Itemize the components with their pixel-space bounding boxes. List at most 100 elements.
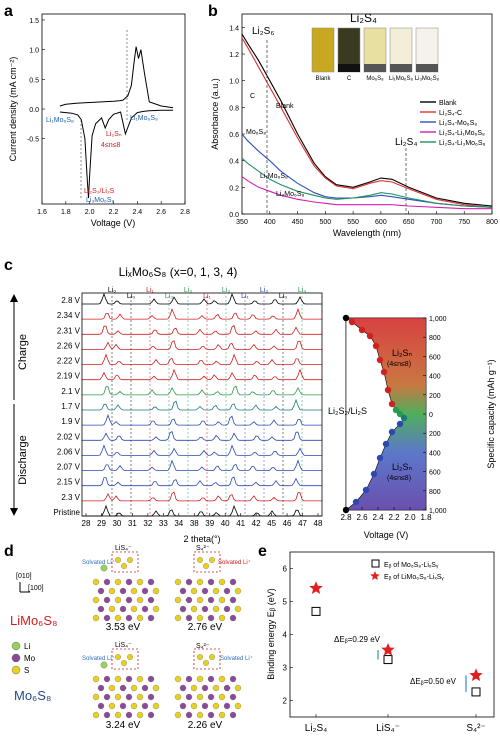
d-atom [92, 596, 100, 604]
panel-d-bot-right-label: S₄²⁻ [196, 643, 210, 650]
c-voltage-label: 2.06 V [57, 447, 81, 456]
d-atom [141, 587, 149, 595]
d-atom [196, 614, 204, 622]
panel-a-xticks: 1.6 1.8 2.0 2.2 2.4 2.6 2.8 [37, 201, 190, 216]
c-xtick-label: 31 [128, 519, 137, 528]
panel-d-letter: d [4, 543, 14, 560]
panel-e-yticks: 2 3 4 5 6 [283, 565, 293, 706]
panel-c-right-top-label: Li₂Sₙ [392, 348, 413, 358]
d-atom [207, 675, 215, 683]
d-highlight-box [111, 551, 139, 573]
d-atom [103, 614, 111, 622]
e-star-mark [381, 643, 395, 656]
d-atom [130, 587, 138, 595]
panel-b-inline-li3: Li₃Mo₆S₈ [276, 191, 305, 198]
panel-a-label-li2s2: Li₂S₂/Li₂S [84, 188, 115, 195]
c-xtick-label: 32 [143, 519, 152, 528]
a-xtick-label: 2.0 [85, 209, 95, 216]
c-cap-dot [400, 414, 408, 422]
d-atom [190, 587, 198, 595]
c-xrd-pattern [82, 307, 322, 320]
d-atom [125, 596, 133, 604]
d-atom [190, 605, 198, 613]
panel-a-yticks: -0.5 0.0 0.5 1.0 1.5 [27, 18, 45, 144]
b-ytick-label: 0.4 [229, 159, 239, 166]
d-highlight-box [193, 648, 221, 670]
b-vial-label: Mo₆S₈ [366, 76, 384, 82]
d-atom [218, 675, 226, 683]
d-atom [108, 684, 116, 692]
d-atom [119, 605, 127, 613]
a-xtick-label: 1.6 [37, 209, 47, 216]
d-adsorbate-atom [209, 557, 215, 563]
c-voltage-label: 2.19 V [57, 372, 81, 381]
b-ytick-label: 0.8 [229, 105, 239, 112]
b-xtick-label: 550 [347, 219, 359, 226]
c-voltage-label: 2.3 V [61, 493, 80, 502]
c-cap-dot [396, 420, 404, 428]
b-series-line [241, 33, 493, 207]
panel-d-energy-4: 2.26 eV [188, 720, 223, 731]
panel-b-letter: b [208, 3, 218, 20]
c-right-ytick-label: 800 [429, 335, 441, 342]
e-legend-star [370, 571, 380, 580]
b-legend-label: Li₂S₄-C [439, 110, 462, 117]
d-atom [196, 578, 204, 586]
panel-a-label-li1-left: Li₁Mo₆S₈ [46, 117, 74, 124]
a-xtick-label: 2.2 [109, 209, 119, 216]
panel-b-legend: Blank Li₂S₄-C Li₂S₄-Mo₆S₈ Li₂S₄-Li₁Mo₆S₈ Li₂… [420, 100, 486, 147]
c-cap-dot [348, 318, 356, 326]
d-atom [229, 711, 237, 719]
d-atom [92, 675, 100, 683]
panel-a-ylabel: Current density (mA cm⁻²) [8, 57, 18, 162]
d-legend-dot [11, 665, 21, 675]
c-right-ytick-label: 800 [429, 489, 441, 496]
panel-d-top-left-label: LiS₄⁻ [115, 545, 132, 552]
c-xrd-pattern [82, 504, 322, 517]
d-atom [147, 596, 155, 604]
e-xtick-label: Li₂S₄ [305, 723, 327, 734]
a-ytick-label: -0.5 [27, 137, 39, 144]
b-vial-sediment [338, 64, 360, 72]
c-xrd-pattern [82, 413, 322, 426]
b-ytick-label: 1.0 [229, 79, 239, 86]
d-atom [97, 587, 105, 595]
d-adsorbate-atom [127, 654, 133, 660]
b-xtick-label: 750 [458, 219, 470, 226]
panel-c-right-top-range: (4≤n≤8) [387, 361, 411, 368]
b-xtick-label: 400 [264, 219, 276, 226]
panel-a-label-li2sn: Li₂Sₙ [106, 131, 122, 138]
panel-e-legend: Eᵦ of Mo₆S₈-LiₓSᵧ Eᵦ of LiMo₆S₈-LiₓSᵧ [370, 559, 444, 581]
panel-e-letter: e [258, 543, 267, 560]
panel-e-delta2: ΔEᵦ=0.50 eV [410, 677, 457, 686]
b-series-line [241, 157, 493, 208]
c-right-xtick-label: 2.0 [404, 513, 416, 522]
d-atom [130, 702, 138, 710]
panel-b-frame [241, 13, 493, 215]
panel-c-xrd-patterns [82, 292, 322, 517]
c-cap-dot [380, 368, 388, 376]
c-cap-dot [342, 314, 350, 322]
d-atom [201, 684, 209, 692]
d-atom [185, 675, 193, 683]
c-cap-dot [388, 428, 396, 436]
d-atom [185, 711, 193, 719]
d-atom [223, 684, 231, 692]
c-right-ytick-label: 400 [429, 374, 441, 381]
c-right-ytick-label: 1,000 [429, 508, 447, 515]
d-atom [152, 605, 160, 613]
e-ytick-label: 2 [283, 697, 288, 706]
c-cap-dot [370, 470, 378, 478]
e-square-mark [383, 655, 393, 665]
d-atom [207, 693, 215, 701]
c-voltage-label: 2.31 V [57, 326, 81, 335]
panel-d-axes-icon [19, 582, 30, 593]
d-atom [229, 675, 237, 683]
d-adsorbate-atom [121, 563, 127, 569]
b-xtick-label: 450 [292, 219, 304, 226]
b-vial-sediment [364, 64, 386, 72]
panel-c-xticks: 28 29 30 31 32 33 34 38 39 40 41 42 45 46 47 48 [82, 513, 323, 528]
panel-c-right-xlabel: Voltage (V) [364, 530, 409, 540]
b-xtick-label: 650 [403, 219, 415, 226]
c-xtick-label: 47 [298, 519, 307, 528]
